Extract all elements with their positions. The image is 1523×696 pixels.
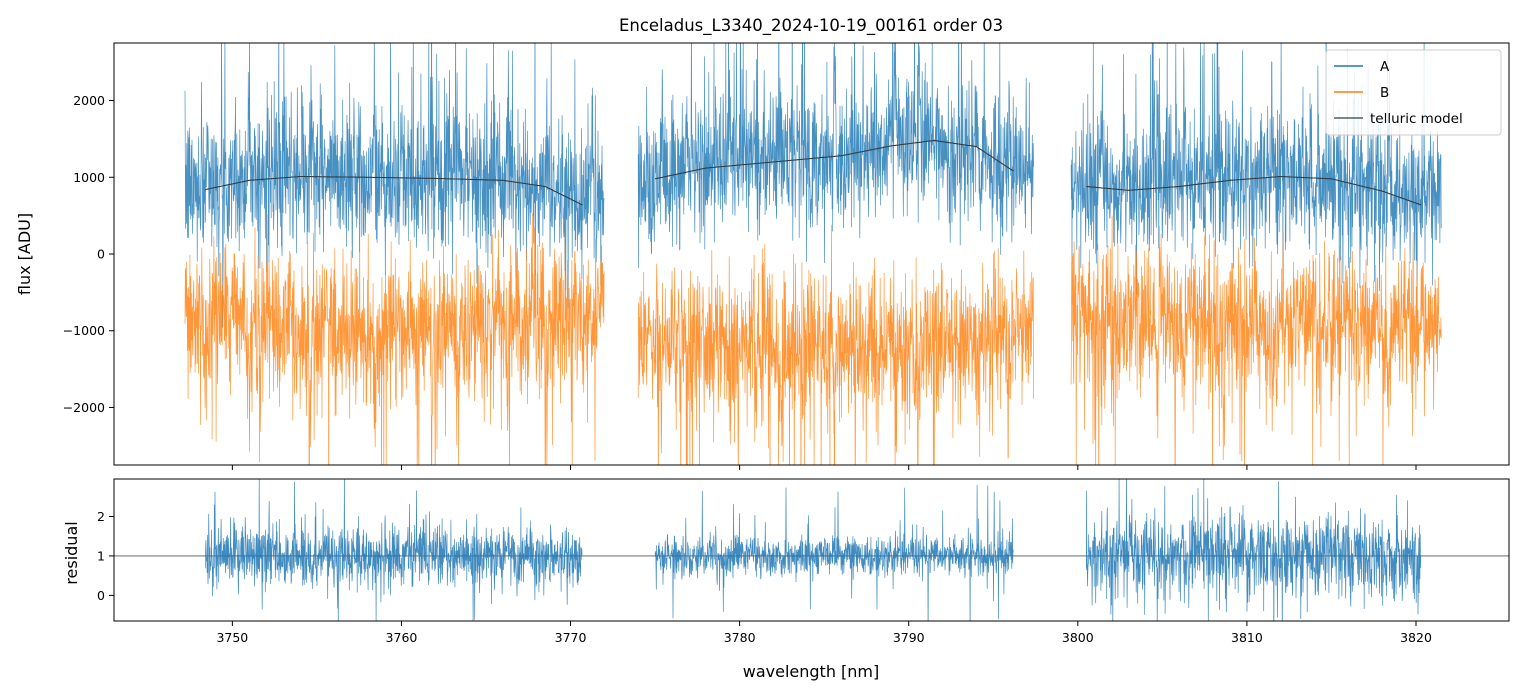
x-tick-label-3760: 3760: [386, 630, 418, 645]
series-a-segment-2: [637, 43, 1034, 269]
legend-box: [1325, 49, 1502, 136]
residual-y-tick-label-2: 0: [97, 588, 105, 603]
flux-panel-frame: [113, 42, 1510, 466]
residual-y-ticks: 2 1 0: [97, 509, 114, 603]
x-axis-label: wavelength [nm]: [743, 662, 880, 681]
legend-label-telluric: telluric model: [1370, 111, 1463, 127]
series-a-segment-1: [184, 43, 605, 328]
residual-segment-1: [204, 479, 583, 621]
residual-segment-2: [654, 485, 1014, 621]
x-tick-label-3750: 3750: [216, 630, 248, 645]
telluric-model-segment-2: [654, 139, 1014, 180]
flux-y-ticks: 2000 1000 0 −1000 −2000: [63, 93, 114, 415]
flux-plot-area: [184, 43, 1442, 465]
residual-plot-area: [114, 479, 1509, 621]
x-tick-label-3790: 3790: [893, 630, 925, 645]
flux-y-tick-label-1: 1000: [73, 170, 105, 185]
x-tick-label-3780: 3780: [724, 630, 756, 645]
flux-x-ticks: [231, 465, 1417, 470]
residual-x-ticks: 3750 3760 3770 3780 3790 3800 3810 3820: [216, 621, 1432, 645]
telluric-model-segment-1: [205, 175, 583, 206]
residual-y-tick-label-0: 2: [97, 509, 105, 524]
chart-title: Enceladus_L3340_2024-10-19_00161 order 0…: [619, 16, 1003, 36]
x-tick-label-3800: 3800: [1062, 630, 1094, 645]
flux-y-tick-label-0: 2000: [73, 93, 105, 108]
flux-y-tick-label-3: −1000: [63, 323, 105, 338]
residual-segment-3: [1085, 479, 1422, 621]
legend: A B telluric model: [1325, 49, 1502, 136]
flux-y-tick-label-4: −2000: [63, 400, 105, 415]
legend-label-b: B: [1380, 85, 1389, 101]
residual-y-tick-label-1: 1: [97, 548, 105, 563]
residual-y-axis-label: residual: [62, 521, 81, 584]
telluric-model-segment-3: [1086, 175, 1422, 206]
x-tick-label-3810: 3810: [1231, 630, 1263, 645]
x-tick-label-3820: 3820: [1400, 630, 1432, 645]
flux-y-axis-label: flux [ADU]: [15, 213, 34, 295]
residual-panel-frame: [113, 478, 1510, 622]
residual-panel: 3750 3760 3770 3780 3790 3800 3810 3820 2 1 0 res…: [62, 478, 1510, 681]
x-tick-label-3770: 3770: [555, 630, 587, 645]
series-b-segment-2: [637, 224, 1034, 465]
flux-panel: 2000 1000 0 −1000 −2000 flux [ADU] A B tellu…: [15, 42, 1510, 470]
series-b-segment-1: [184, 213, 605, 465]
series-a-segment-3: [1070, 43, 1442, 318]
legend-label-a: A: [1380, 59, 1390, 75]
series-b-segment-3: [1070, 215, 1442, 465]
flux-y-tick-label-2: 0: [97, 247, 105, 262]
